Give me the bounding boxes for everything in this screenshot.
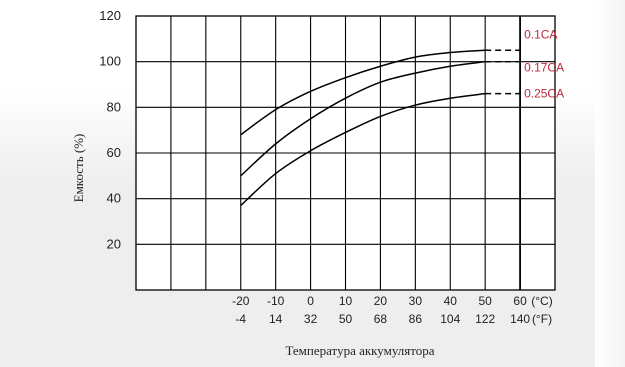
x-tick-label-celsius: 60 <box>513 294 527 308</box>
y-tick-label: 60 <box>107 145 121 160</box>
background-band-right <box>595 0 625 367</box>
series-label: 0.25CA <box>524 87 564 101</box>
series-label: 0.1CA <box>524 27 557 41</box>
x-tick-label-celsius: 10 <box>339 294 353 308</box>
x-tick-label-fahrenheit: 104 <box>440 312 460 326</box>
y-tick-label: 100 <box>99 54 121 69</box>
x-unit-celsius: (°C) <box>531 294 552 308</box>
x-tick-label-celsius: 20 <box>374 294 388 308</box>
series-curve <box>240 92 486 207</box>
x-tick-label-fahrenheit: 86 <box>409 312 423 326</box>
x-tick-label-celsius: -20 <box>232 294 250 308</box>
x-tick-label-fahrenheit: 68 <box>374 312 388 326</box>
y-tick-label: 20 <box>107 236 121 251</box>
x-tick-label-fahrenheit: 50 <box>339 312 353 326</box>
x-tick-label-celsius: 40 <box>444 294 458 308</box>
x-tick-label-fahrenheit: 140 <box>510 312 530 326</box>
y-tick-label: 80 <box>107 99 121 114</box>
x-tick-label-celsius: 50 <box>478 294 492 308</box>
series-curve <box>240 60 486 177</box>
y-tick-label: 40 <box>107 191 121 206</box>
x-tick-label-fahrenheit: 32 <box>304 312 318 326</box>
x-tick-label-fahrenheit: 14 <box>269 312 283 326</box>
x-tick-label-fahrenheit: 122 <box>475 312 495 326</box>
x-axis-title: Температура аккумулятора <box>285 343 434 358</box>
x-tick-label-celsius: 0 <box>307 294 314 308</box>
series-curve <box>240 49 486 136</box>
y-axis-title: Емкость (%) <box>71 134 86 203</box>
y-tick-label: 120 <box>99 8 121 23</box>
x-tick-label-celsius: -10 <box>267 294 285 308</box>
x-unit-fahrenheit: (°F) <box>532 312 552 326</box>
series-label: 0.17CA <box>524 61 564 75</box>
x-tick-label-fahrenheit: -4 <box>235 312 246 326</box>
x-tick-label-celsius: 30 <box>409 294 423 308</box>
